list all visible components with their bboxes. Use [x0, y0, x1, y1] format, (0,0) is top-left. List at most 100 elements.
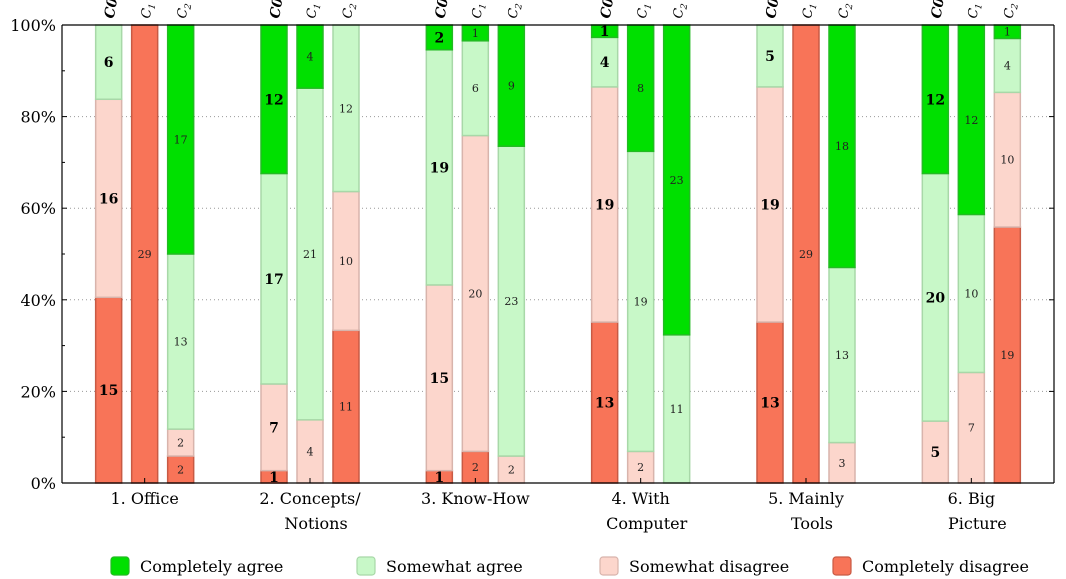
segment-value-label: 12: [339, 102, 353, 115]
segment-value-label: 8: [637, 82, 644, 95]
segment-value-label: 1: [472, 27, 479, 40]
segment-value-label: 4: [307, 445, 314, 458]
segment-value-label: 6: [472, 82, 479, 95]
legend-swatch: [833, 557, 851, 575]
segment-value-label: 13: [760, 396, 779, 412]
segment-value-label: 29: [138, 248, 152, 261]
bar-column-label: C0: [598, 0, 617, 20]
bar-column-label: C1: [304, 2, 323, 20]
segment-value-label: 3: [839, 457, 846, 470]
segment-value-label: 19: [595, 197, 614, 213]
bar-column-label: C1: [470, 2, 489, 20]
segment-value-label: 10: [964, 287, 978, 300]
segment-value-label: 4: [1004, 59, 1011, 72]
bar-column-label: C2: [340, 1, 360, 20]
segment-value-label: 18: [835, 140, 849, 153]
segment-value-label: 23: [504, 295, 518, 308]
bar-column-label: C0: [763, 0, 782, 20]
segment-value-label: 4: [307, 51, 314, 64]
segment-value-label: 2: [434, 30, 444, 46]
segment-value-label: 19: [1000, 349, 1014, 362]
category-label: Notions: [284, 514, 347, 533]
category-label: 2. Concepts/: [259, 489, 361, 508]
segment-value-label: 2: [177, 437, 184, 450]
axes: 0% 20% 40% 60% 80% 100% 1. Office 2. Concepts/N…: [10, 16, 1054, 533]
segment-value-label: 20: [468, 287, 482, 300]
legend-swatch: [357, 557, 375, 575]
segment-value-label: 10: [1000, 154, 1014, 167]
category-label: Computer: [606, 514, 687, 533]
bar-column-label: C2: [506, 1, 526, 20]
segment-value-label: 11: [670, 403, 684, 416]
segment-value-label: 13: [835, 349, 849, 362]
y-tick-label: 40%: [20, 291, 56, 310]
category-label: Picture: [948, 514, 1007, 533]
y-tick-label: 20%: [20, 382, 56, 401]
bar-column-label: C0: [102, 0, 121, 20]
category-label: Tools: [791, 514, 833, 533]
segment-value-label: 11: [339, 401, 353, 414]
y-tick-label: 80%: [20, 108, 56, 127]
legend-swatch: [111, 557, 129, 575]
segment-value-label: 5: [930, 445, 940, 461]
legend-label: Somewhat disagree: [629, 557, 789, 576]
bar-column-label: C1: [966, 2, 985, 20]
bar-column-label: C2: [671, 1, 691, 20]
segment-value-label: 2: [177, 464, 184, 477]
bar-column-label: C2: [175, 1, 195, 20]
segment-value-label: 12: [264, 92, 283, 108]
y-tick-label: 0%: [31, 474, 56, 493]
segment-value-label: 12: [926, 92, 945, 108]
bar-column-label: C1: [139, 2, 158, 20]
segment-value-label: 7: [968, 422, 975, 435]
segment-value-label: 1: [1004, 26, 1011, 39]
legend-label: Completely agree: [140, 557, 283, 576]
category-label: 1. Office: [110, 489, 178, 508]
category-label: 5. Mainly: [768, 489, 844, 508]
segment-value-label: 17: [264, 272, 283, 288]
segment-value-label: 15: [99, 383, 118, 399]
legend-label: Completely disagree: [862, 557, 1029, 576]
grid-lines: [62, 117, 1054, 392]
segment-value-label: 13: [174, 336, 188, 349]
y-tick-label: 100%: [10, 16, 56, 35]
segment-value-label: 1: [434, 470, 444, 486]
bar-column-label: C2: [1002, 1, 1022, 20]
segment-value-label: 29: [799, 248, 813, 261]
segment-value-label: 2: [472, 461, 479, 474]
bar-column-label: C1: [800, 2, 819, 20]
segment-value-label: 10: [339, 255, 353, 268]
segment-value-label: 5: [765, 49, 775, 65]
segment-value-label: 16: [99, 191, 118, 207]
segment-value-label: 2: [637, 461, 644, 474]
segment-value-label: 13: [595, 396, 614, 412]
segment-value-label: 9: [508, 80, 515, 93]
segment-value-label: 7: [269, 420, 279, 436]
segment-value-label: 19: [634, 295, 648, 308]
legend: Completely agree Somewhat agree Somewhat d…: [111, 557, 1029, 576]
segment-value-label: 21: [303, 248, 317, 261]
labels: 15166C029C1221317C2171712C04214C1111012C…: [99, 0, 1021, 486]
segment-value-label: 12: [964, 114, 978, 127]
segment-value-label: 15: [430, 371, 449, 387]
legend-swatch: [600, 557, 618, 575]
segment-value-label: 17: [174, 134, 188, 147]
category-label: 6. Big: [948, 489, 995, 508]
segment-value-label: 1: [600, 24, 610, 40]
bar-column-label: C0: [267, 0, 286, 20]
segment-value-label: 19: [760, 197, 779, 213]
bar-column-label: C0: [929, 0, 948, 20]
segment-value-label: 19: [430, 160, 449, 176]
bar-column-label: C1: [635, 2, 654, 20]
bar-column-label: C0: [433, 0, 452, 20]
category-label: 4. With: [611, 489, 669, 508]
category-label: 3. Know-How: [421, 489, 530, 508]
segment-value-label: 23: [670, 174, 684, 187]
legend-label: Somewhat agree: [386, 557, 523, 576]
bars: [96, 25, 1021, 483]
segment-value-label: 6: [104, 55, 114, 71]
segment-value-label: 4: [600, 55, 610, 71]
segment-value-label: 1: [269, 470, 279, 486]
segment-value-label: 2: [508, 464, 515, 477]
